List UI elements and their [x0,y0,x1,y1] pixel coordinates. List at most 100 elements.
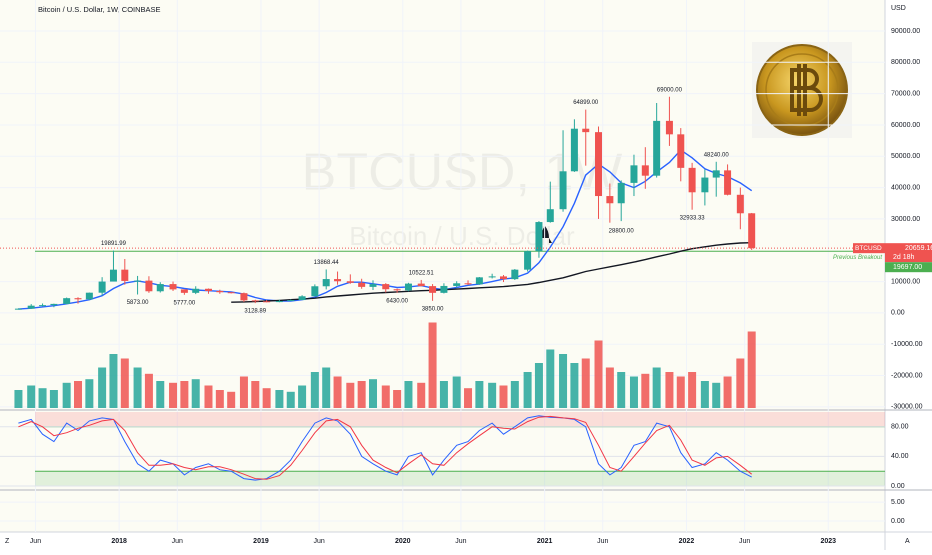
volume-bar [570,363,579,408]
y-tick-label: 50000.00 [891,153,920,160]
volume-bar [144,373,153,408]
x-tick-label: Jun [597,538,608,545]
high-label: 10522.51 [409,271,435,277]
candle-body [393,289,401,291]
x-tick-label: Jun [739,538,750,545]
price-tag [885,243,932,263]
volume-bar [215,390,224,408]
volume-bar [617,372,626,408]
candle-body [677,134,685,168]
volume-bar [346,382,355,408]
candle-body [595,132,603,197]
currency-label: USD [891,5,906,12]
x-tick-label: Jun [455,538,466,545]
breakout-name: Previous Breakout [833,255,882,261]
candle-body [27,305,35,309]
volume-bar [688,372,697,408]
volume-bar [310,372,319,408]
moving-average [231,242,752,303]
candle-body [369,284,377,287]
candle-body [346,281,354,283]
volume-bar [559,354,568,408]
log-button[interactable]: Z [5,538,10,545]
candle-body [582,128,590,133]
volume-bar [393,390,402,408]
x-tick-label: Jun [30,538,41,545]
candle-body [559,171,567,210]
candle-body [311,286,319,297]
low-label: 6430.00 [386,298,408,304]
volume-bar [169,382,178,408]
volume-bar [298,385,307,408]
volume-bar [723,376,732,408]
watermark-symbol: BTCUSD, 1W [302,144,623,202]
volume-bar [275,390,284,408]
candle-body [98,281,106,293]
candle-body [169,284,177,290]
candle-body [134,280,142,282]
candle-body [464,283,472,285]
stochastic-line [18,415,752,481]
volume-bar [629,376,638,408]
high-label: 13868.44 [314,260,340,266]
candle-body [453,283,461,286]
volume-bar [180,381,189,408]
y-tick-label: 60000.00 [891,122,920,129]
candle-body [606,196,614,204]
volume-bar [27,385,36,408]
candle-body [499,276,507,280]
candle-body [488,276,496,278]
volume-bar [120,358,129,408]
candle-body [511,269,519,280]
volume-bar [736,358,745,408]
auto-button[interactable]: A [905,538,910,545]
volume-bar [322,367,331,408]
candle-body [85,292,93,300]
x-tick-label: 2020 [395,538,411,545]
volume-bar [239,376,248,408]
candle-body [524,251,532,270]
volume-bar [534,363,543,408]
candle-body [641,165,649,176]
candle-body [14,308,22,310]
candle-body [298,296,306,301]
volume-bar [700,381,709,408]
volume-bar [191,379,200,408]
volume-bar [49,390,58,408]
candle-body [204,288,212,291]
candle-body [701,177,709,193]
countdown: 2d 18h [893,254,915,261]
y-tick-label: 0.00 [891,310,905,317]
volume-bar [286,391,295,408]
volume-bar [676,376,685,408]
candle-body [724,170,732,195]
breakout-label: 19697.00 [893,264,922,271]
candle-body [121,269,129,281]
low-label: 5777.00 [174,300,196,306]
volume-bar [712,382,721,408]
volume-bar [62,382,71,408]
high-label: 19891.99 [101,241,127,247]
last-price-label: 20659.16 [905,245,932,252]
volume-bar [404,381,413,408]
coin-symbol [790,64,823,116]
candle-body [263,301,271,303]
y-tick-label: -30000.00 [891,404,923,411]
volume-bar [499,385,508,408]
volume-bar [605,367,614,408]
y-tick-label: 80.00 [891,424,909,431]
volume-bar [14,390,23,408]
stochastic-line [18,415,753,480]
x-tick-label: Jun [172,538,183,545]
candle-body [74,298,82,300]
candle-body [287,300,295,302]
candle-body [180,289,188,293]
price-tag-name: BTCUSD [855,245,882,252]
x-tick-label: 2018 [111,538,127,545]
candle-body [429,286,437,293]
candle-body [665,120,673,135]
candle-body [570,128,578,172]
volume-bar [227,391,236,408]
volume-bar [98,367,107,408]
